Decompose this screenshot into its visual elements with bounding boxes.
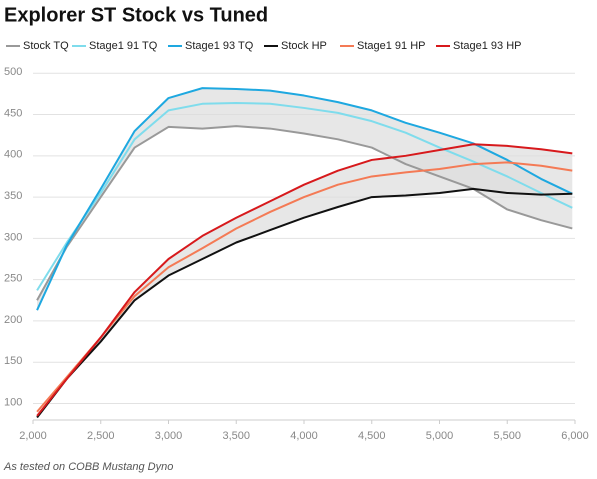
line (36, 187, 573, 419)
y-tick-label: 300 (4, 231, 22, 243)
y-tick-label: 100 (4, 396, 22, 408)
line (36, 125, 573, 301)
x-tick-label: 4,500 (358, 430, 386, 442)
note: As tested on COBB Mustang Dyno (3, 461, 173, 473)
x-tick-label: 3,500 (222, 430, 250, 442)
line (36, 161, 573, 413)
legend-label: Stock TQ (23, 40, 69, 52)
shade (37, 144, 573, 418)
legend-label: Stage1 91 TQ (89, 40, 158, 52)
y-tick-label: 500 (4, 66, 22, 78)
y-tick-label: 250 (4, 273, 22, 285)
legend-label: Stage1 91 HP (357, 40, 426, 52)
shade (37, 88, 573, 311)
y-tick-label: 150 (4, 355, 22, 367)
legend-label: Stock HP (281, 40, 327, 52)
x-tick-label: 5,000 (426, 430, 454, 442)
legend-label: Stage1 93 TQ (185, 40, 254, 52)
x-tick-label: 5,500 (493, 430, 521, 442)
y-tick-label: 200 (4, 314, 22, 326)
line (36, 87, 573, 311)
y-tick-label: 400 (4, 149, 22, 161)
x-tick-label: 6,000 (561, 430, 589, 442)
chart-title: Explorer ST Stock vs Tuned (4, 4, 268, 26)
legend-label: Stage1 93 HP (453, 40, 522, 52)
y-tick-label: 350 (4, 190, 22, 202)
x-tick-label: 2,500 (87, 430, 115, 442)
line (36, 143, 573, 417)
x-tick-label: 2,000 (19, 430, 47, 442)
y-tick-label: 450 (4, 107, 22, 119)
x-tick-label: 4,000 (290, 430, 318, 442)
line (36, 101, 573, 291)
x-tick-label: 3,000 (155, 430, 183, 442)
